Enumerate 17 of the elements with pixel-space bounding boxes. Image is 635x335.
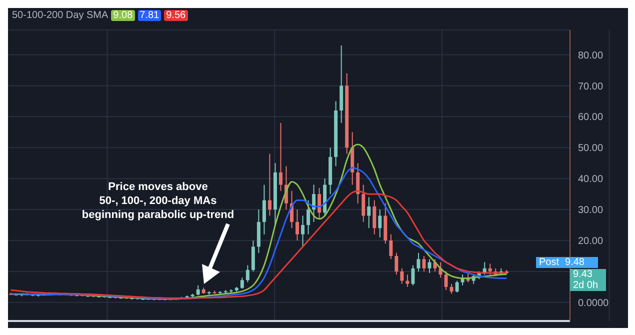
- y-tick-label: 70.00: [578, 81, 604, 92]
- text: 9.43: [573, 269, 594, 280]
- y-tick-label: 80.00: [578, 50, 604, 62]
- annotation: 9.48: [562, 257, 598, 268]
- text: 9.56: [164, 10, 188, 21]
- text: 9.08: [111, 10, 135, 21]
- y-tick-label: 50.00: [578, 143, 604, 154]
- text: 50-100-200 Day SMA: [12, 10, 108, 21]
- y-tick-label: 30.00: [578, 205, 604, 216]
- text: 2d 0h: [573, 280, 600, 292]
- text: 7.81: [138, 10, 162, 21]
- y-tick-label: 20.00: [578, 236, 604, 248]
- annotation: Post: [536, 257, 562, 268]
- annotation: Price moves above 50-, 100-, 200-day MAs beginning parabolic up-trend: [80, 180, 236, 222]
- y-tick-label: 40.00: [578, 174, 604, 186]
- y-tick-label: 0.0000: [578, 298, 610, 309]
- y-tick-label: 60.00: [578, 112, 604, 124]
